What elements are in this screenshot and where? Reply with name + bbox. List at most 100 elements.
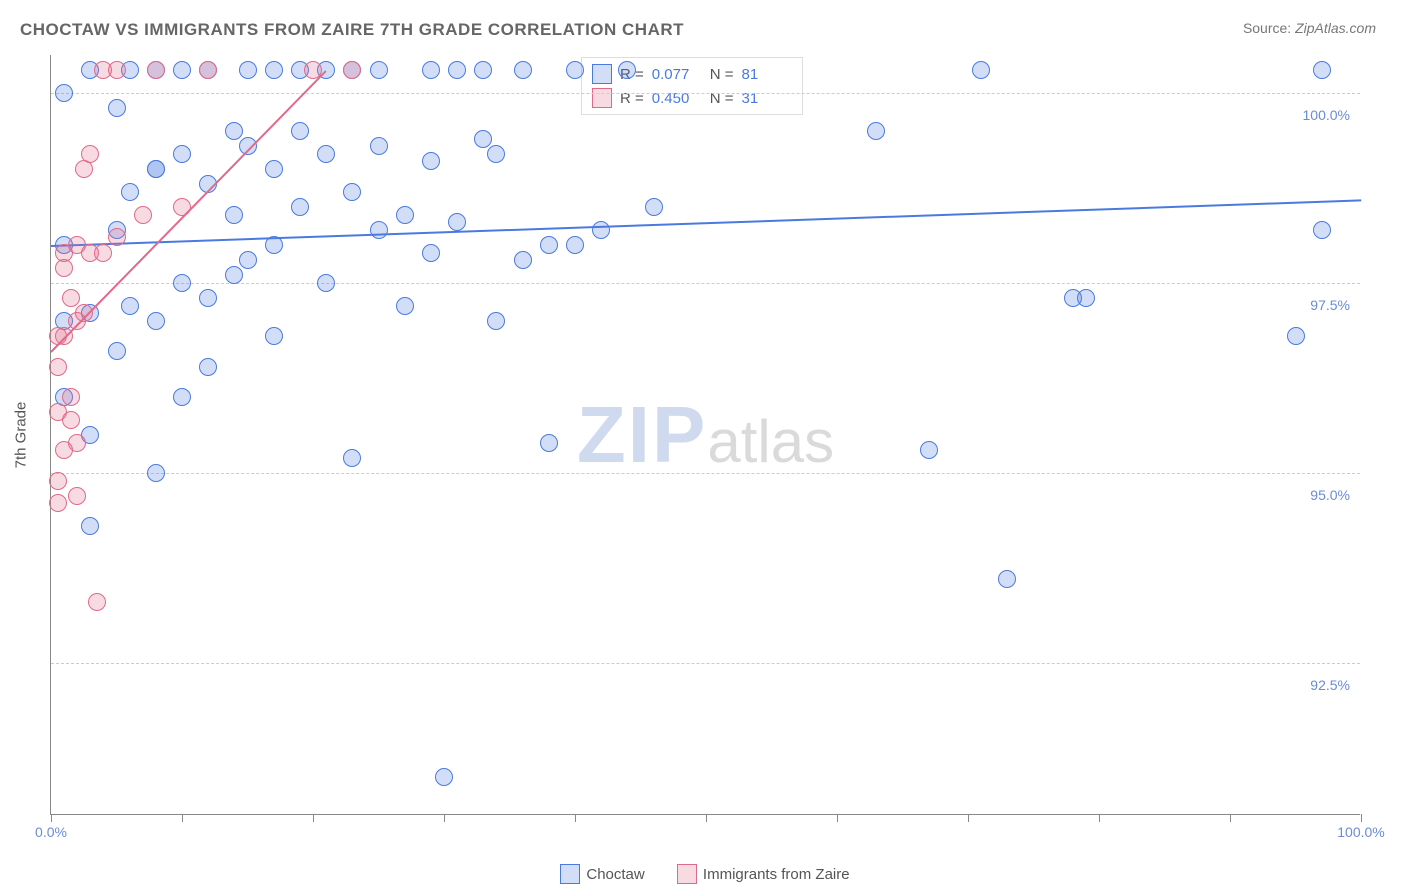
x-tick [1230,814,1231,822]
scatter-point [147,312,165,330]
scatter-point [108,99,126,117]
bottom-legend: Choctaw Immigrants from Zaire [50,864,1360,888]
scatter-point [487,312,505,330]
source-value: ZipAtlas.com [1295,20,1376,36]
n-label: N = [710,66,734,83]
x-tick-label: 100.0% [1337,824,1384,840]
watermark-part2: atlas [707,408,834,475]
scatter-point [173,274,191,292]
scatter-point [147,160,165,178]
legend-item-0: Choctaw [560,864,644,884]
scatter-point [225,266,243,284]
r-value-0: 0.077 [652,66,702,83]
gridline-h [51,283,1360,284]
scatter-point [370,137,388,155]
scatter-point [422,244,440,262]
scatter-point [121,183,139,201]
scatter-point [396,206,414,224]
scatter-point [867,122,885,140]
scatter-point [474,130,492,148]
scatter-point [291,122,309,140]
x-tick-label: 0.0% [35,824,67,840]
scatter-point [435,768,453,786]
scatter-point [239,251,257,269]
x-tick [837,814,838,822]
scatter-point [173,61,191,79]
scatter-point [998,570,1016,588]
scatter-point [343,449,361,467]
scatter-point [108,342,126,360]
y-tick-label: 97.5% [1310,297,1350,313]
scatter-point [566,236,584,254]
stats-legend-box: R = 0.077 N = 81 R = 0.450 N = 31 [581,57,803,115]
scatter-point [291,198,309,216]
gridline-h [51,473,1360,474]
y-tick-label: 95.0% [1310,487,1350,503]
scatter-point [55,84,73,102]
gridline-h [51,663,1360,664]
scatter-point [540,236,558,254]
y-tick-label: 100.0% [1303,107,1350,123]
scatter-point [618,61,636,79]
n-value-0: 81 [742,66,792,83]
y-axis-title: 7th Grade [13,401,30,468]
scatter-point [343,183,361,201]
scatter-point [972,61,990,79]
scatter-point [448,61,466,79]
scatter-point [68,487,86,505]
scatter-point [422,152,440,170]
swatch-series-1 [592,88,612,108]
swatch-series-0 [592,64,612,84]
scatter-point [317,274,335,292]
watermark-part1: ZIP [577,390,707,479]
scatter-point [134,206,152,224]
scatter-point [121,297,139,315]
scatter-point [396,297,414,315]
scatter-point [49,494,67,512]
x-tick [1361,814,1362,822]
scatter-point [81,145,99,163]
scatter-point [108,228,126,246]
scatter-point [62,289,80,307]
scatter-point [62,388,80,406]
scatter-point [173,388,191,406]
x-tick [182,814,183,822]
scatter-point [108,61,126,79]
stats-row-1: R = 0.450 N = 31 [592,86,792,110]
scatter-point [265,160,283,178]
trend-line [51,199,1361,247]
scatter-point [487,145,505,163]
scatter-point [592,221,610,239]
scatter-point [199,358,217,376]
plot-area: 7th Grade ZIPatlas R = 0.077 N = 81 R = … [50,55,1360,815]
x-tick [1099,814,1100,822]
scatter-point [94,244,112,262]
scatter-point [49,472,67,490]
legend-swatch-1 [677,864,697,884]
scatter-point [514,251,532,269]
scatter-point [81,517,99,535]
watermark: ZIPatlas [577,389,834,481]
scatter-point [343,61,361,79]
scatter-point [265,61,283,79]
scatter-point [265,327,283,345]
scatter-point [566,61,584,79]
scatter-point [474,61,492,79]
legend-swatch-0 [560,864,580,884]
scatter-point [68,434,86,452]
scatter-point [448,213,466,231]
source-attribution: Source: ZipAtlas.com [1243,20,1376,36]
x-tick [313,814,314,822]
scatter-point [1287,327,1305,345]
scatter-point [199,61,217,79]
scatter-point [920,441,938,459]
scatter-point [62,411,80,429]
chart-container: CHOCTAW VS IMMIGRANTS FROM ZAIRE 7TH GRA… [0,0,1406,892]
scatter-point [239,61,257,79]
trend-line [50,71,327,354]
scatter-point [422,61,440,79]
scatter-point [1313,61,1331,79]
scatter-point [173,145,191,163]
x-tick [575,814,576,822]
scatter-point [147,464,165,482]
